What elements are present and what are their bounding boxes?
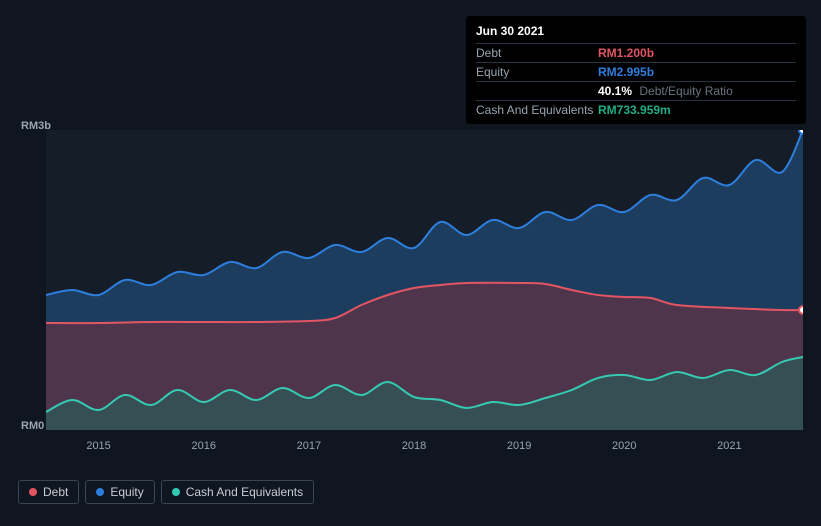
legend-dot-icon: [29, 488, 37, 496]
x-tick: 2020: [612, 440, 636, 452]
tooltip-box: Jun 30 2021 Debt RM1.200b Equity RM2.995…: [466, 16, 806, 124]
legend-label: Cash And Equivalents: [186, 485, 303, 499]
legend-label: Equity: [110, 485, 143, 499]
legend-item-cash[interactable]: Cash And Equivalents: [161, 480, 314, 504]
legend-item-debt[interactable]: Debt: [18, 480, 79, 504]
tooltip-label: Cash And Equivalents: [476, 103, 598, 117]
svg-series: [46, 130, 803, 430]
tooltip-value: RM2.995b: [598, 65, 654, 79]
legend-dot-icon: [96, 488, 104, 496]
tooltip-label: Equity: [476, 65, 598, 79]
x-tick: 2017: [297, 440, 321, 452]
chart-wrap: RM3b RM0 2015 2016 2017 2018 2019 2020 2…: [18, 120, 808, 460]
x-axis-labels: 2015 2016 2017 2018 2019 2020 2021: [46, 440, 803, 460]
legend-item-equity[interactable]: Equity: [85, 480, 154, 504]
legend: Debt Equity Cash And Equivalents: [18, 480, 314, 504]
chart-container: Jun 30 2021 Debt RM1.200b Equity RM2.995…: [0, 0, 821, 526]
tooltip-label: [476, 84, 598, 98]
tooltip-row-ratio: 40.1% Debt/Equity Ratio: [476, 81, 796, 100]
tooltip-date: Jun 30 2021: [476, 21, 796, 43]
tooltip-row-debt: Debt RM1.200b: [476, 43, 796, 62]
x-tick: 2019: [507, 440, 531, 452]
plot-area[interactable]: [46, 130, 803, 430]
x-tick: 2018: [402, 440, 426, 452]
tooltip-row-cash: Cash And Equivalents RM733.959m: [476, 100, 796, 119]
x-tick: 2021: [717, 440, 741, 452]
tooltip-label: Debt: [476, 46, 598, 60]
x-tick: 2015: [86, 440, 110, 452]
y-axis-label-bottom: RM0: [21, 420, 44, 432]
tooltip-ratio-trailing: Debt/Equity Ratio: [639, 84, 732, 98]
tooltip-row-equity: Equity RM2.995b: [476, 62, 796, 81]
tooltip-value: RM733.959m: [598, 103, 671, 117]
tooltip-value: 40.1% Debt/Equity Ratio: [598, 84, 733, 98]
legend-dot-icon: [172, 488, 180, 496]
tooltip-ratio-value: 40.1%: [598, 84, 632, 98]
x-tick: 2016: [191, 440, 215, 452]
legend-label: Debt: [43, 485, 68, 499]
tooltip-value: RM1.200b: [598, 46, 654, 60]
